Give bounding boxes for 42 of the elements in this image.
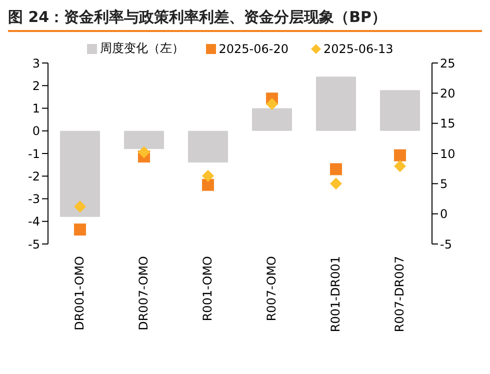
point bbox=[138, 146, 150, 158]
y2-tick-label: 5 bbox=[440, 176, 448, 191]
legend-label: 周度变化（左） bbox=[100, 40, 184, 57]
y-tick-label: 2 bbox=[32, 78, 40, 93]
y-tick-label: 3 bbox=[32, 56, 40, 70]
point bbox=[394, 149, 406, 162]
x-tick-label: R001-DR001 bbox=[328, 256, 342, 332]
point bbox=[202, 170, 214, 182]
bar bbox=[380, 90, 420, 131]
x-tick-label: DR007-OMO bbox=[136, 256, 150, 330]
point bbox=[330, 163, 342, 176]
bar bbox=[252, 108, 292, 131]
point bbox=[74, 224, 86, 236]
legend-label: 2025-06-20 bbox=[218, 42, 288, 56]
x-tick-label: R007-DR007 bbox=[392, 256, 406, 332]
y2-tick-label: 25 bbox=[440, 56, 456, 70]
bar bbox=[316, 76, 356, 131]
chart-title: 图 24：资金利率与政策利率利差、资金分层现象（BP） bbox=[8, 8, 482, 32]
y-tick-label: 0 bbox=[32, 124, 40, 138]
y2-tick-label: 20 bbox=[440, 86, 456, 100]
x-tick-label: R001-OMO bbox=[200, 256, 214, 322]
point bbox=[202, 178, 214, 191]
point bbox=[74, 200, 86, 213]
point bbox=[394, 160, 406, 172]
y-tick-label: -1 bbox=[28, 146, 40, 161]
y2-tick-label: -5 bbox=[440, 237, 452, 252]
y-tick-label: -4 bbox=[28, 214, 40, 229]
bar bbox=[188, 130, 228, 163]
y-tick-label: -2 bbox=[28, 169, 40, 184]
y2-tick-label: 15 bbox=[440, 116, 456, 131]
bar bbox=[60, 130, 100, 217]
point bbox=[266, 98, 278, 110]
x-tick-label: R007-OMO bbox=[264, 256, 278, 322]
x-tick-label: DR001-OMO bbox=[72, 256, 86, 330]
legend-label: 2025-06-13 bbox=[324, 42, 394, 56]
y2-tick-label: 10 bbox=[440, 146, 456, 161]
y-tick-label: -5 bbox=[28, 237, 40, 252]
y-tick-label: -3 bbox=[28, 192, 40, 206]
point bbox=[330, 178, 342, 190]
y2-tick-label: 0 bbox=[440, 207, 448, 222]
y-tick-label: 1 bbox=[32, 102, 40, 116]
bar bbox=[124, 130, 164, 149]
